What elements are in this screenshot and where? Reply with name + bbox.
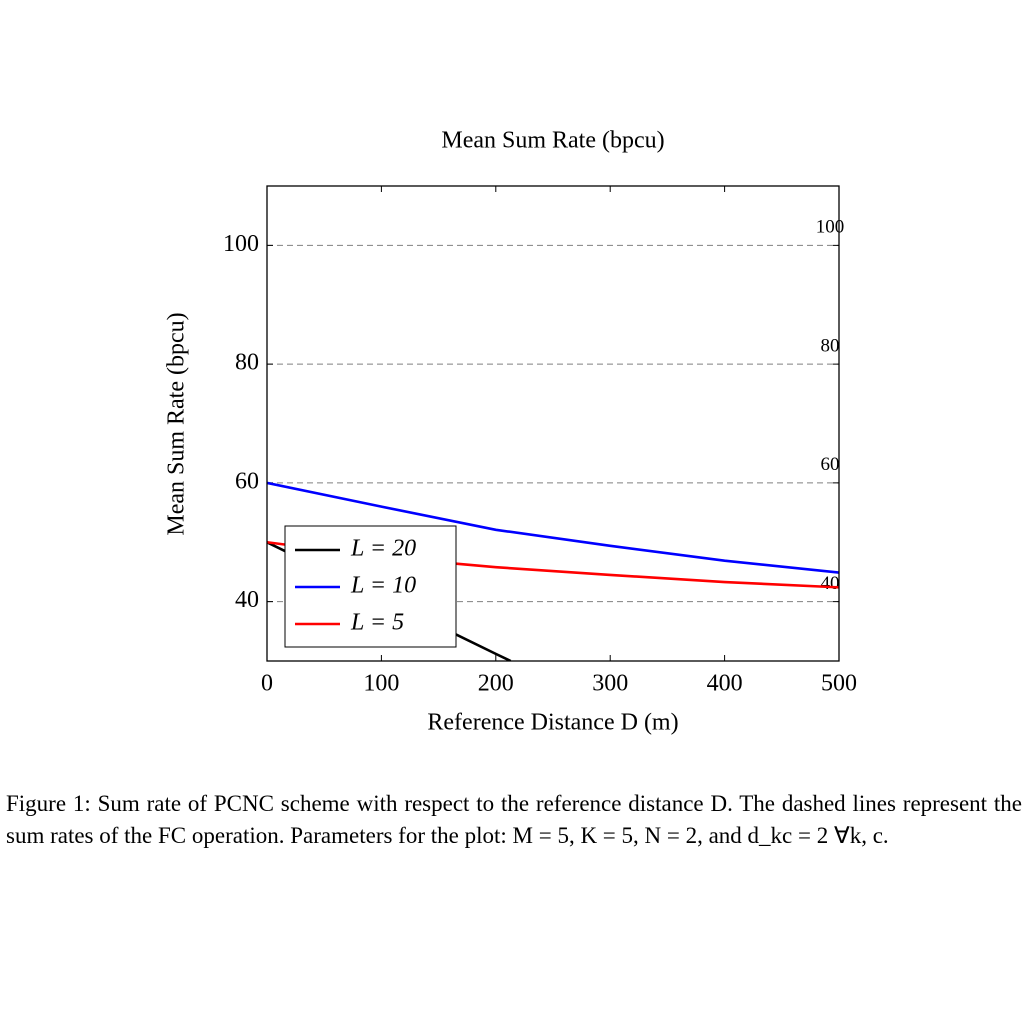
series-line [267,481,839,574]
y-axis-label: Mean Sum Rate (bpcu) [164,312,190,535]
x-tick-label: 200 [478,671,514,697]
caption: Figure 1: Sum rate of PCNC scheme with r… [6,791,1022,848]
y-tick-label: 80 [235,350,259,376]
x-tick-label: 0 [261,671,273,697]
x-tick-label: 400 [707,671,743,697]
plot-frame [266,185,840,662]
x-tick-label: 300 [592,671,628,697]
x-tick-label: 100 [363,671,399,697]
y-tick-label: 60 [235,468,259,494]
legend-label: L = 10 [350,573,416,599]
chart-title: Mean Sum Rate (bpcu) [441,128,664,154]
fc-line-label: 100 [816,217,845,238]
legend-label: L = 20 [350,536,416,562]
chart: Mean Sum Rate (bpcu) Reference Distance … [164,128,858,736]
y-tick-label: 40 [235,587,259,613]
legend-label: L = 5 [350,610,404,636]
fc-line-label: 60 [821,454,840,475]
x-tick-label: 500 [821,671,857,697]
fc-line-label: 80 [821,335,840,356]
fc-line-label: 40 [821,573,840,594]
x-axis-label: Reference Distance D (m) [427,710,678,736]
y-tick-label: 100 [223,231,259,257]
